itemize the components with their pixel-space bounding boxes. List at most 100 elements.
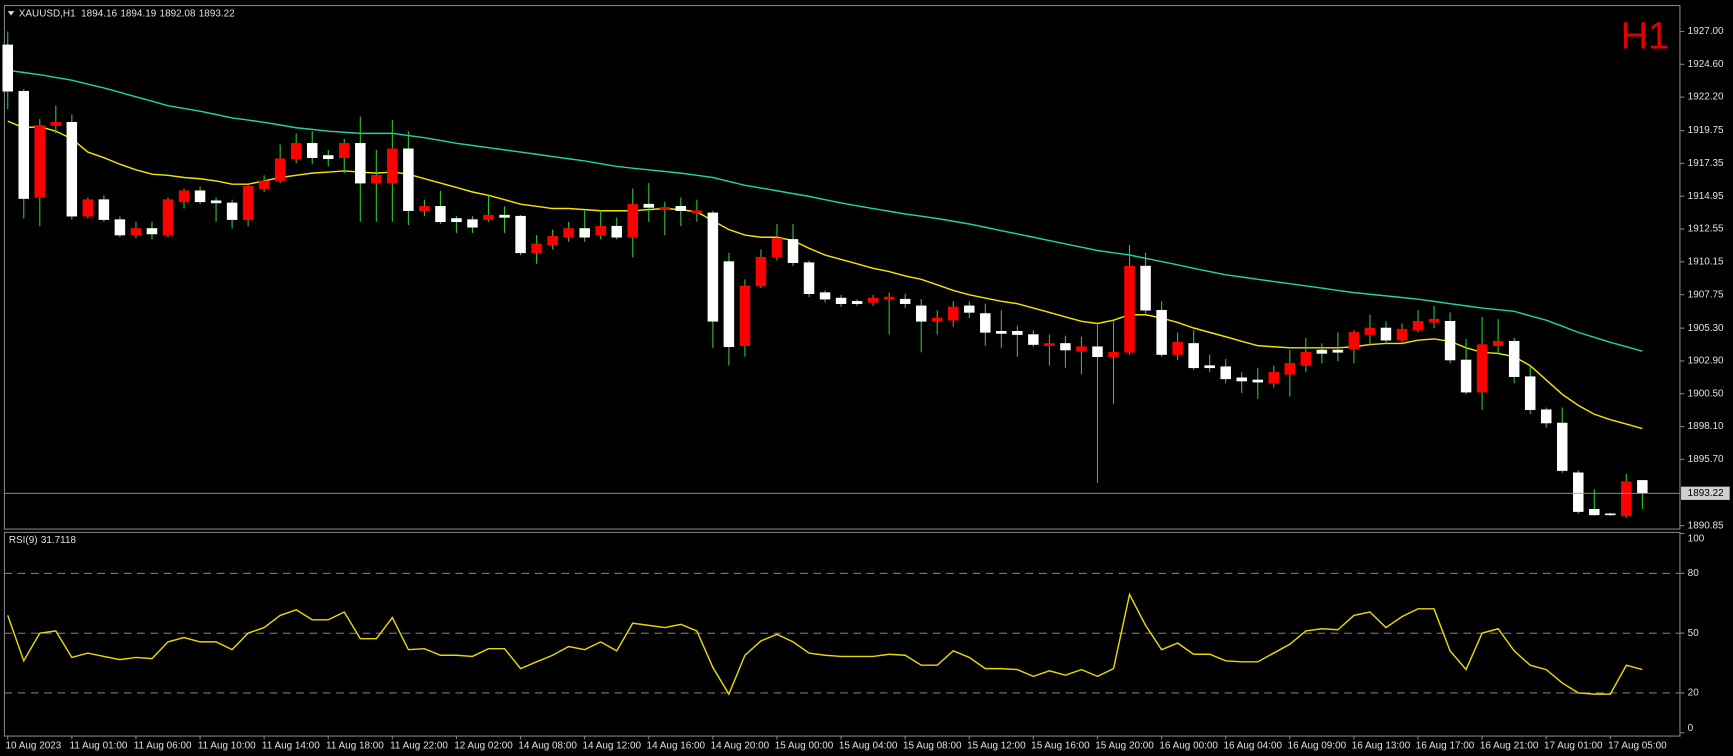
candle-body bbox=[274, 158, 286, 182]
candle-body bbox=[1637, 480, 1648, 494]
candle-body bbox=[419, 206, 430, 211]
candle-body bbox=[1412, 321, 1424, 331]
candle-body bbox=[1076, 346, 1087, 352]
x-tick-label: 16 Aug 17:00 bbox=[1416, 741, 1475, 752]
y-tick-label: 1914.95 bbox=[1688, 191, 1724, 202]
candle-body bbox=[467, 219, 478, 228]
candle-body bbox=[290, 143, 302, 160]
open-value: 1894.16 bbox=[81, 8, 117, 19]
candle-body bbox=[323, 155, 334, 160]
candle-body bbox=[835, 297, 847, 304]
candle-body bbox=[1060, 343, 1071, 351]
x-tick-label: 15 Aug 04:00 bbox=[839, 741, 898, 752]
candle-body bbox=[707, 212, 719, 322]
candle-body bbox=[771, 238, 783, 258]
x-tick-label: 17 Aug 05:00 bbox=[1608, 741, 1667, 752]
candle-body bbox=[515, 215, 526, 254]
rsi-panel bbox=[3, 531, 1681, 737]
candle-body bbox=[50, 121, 62, 126]
candle-body bbox=[643, 203, 655, 208]
candle-body bbox=[1156, 309, 1167, 355]
candle-body bbox=[2, 44, 13, 92]
y-tick-label: 1895.70 bbox=[1688, 454, 1724, 465]
candle-body bbox=[483, 214, 494, 220]
last-price-label: 1893.22 bbox=[1688, 488, 1724, 499]
candle-body bbox=[1252, 379, 1264, 383]
y-tick-label: 50 bbox=[1688, 628, 1700, 639]
candle-body bbox=[867, 297, 879, 303]
x-tick-label: 15 Aug 20:00 bbox=[1095, 741, 1154, 752]
x-tick-label: 14 Aug 20:00 bbox=[711, 741, 770, 752]
x-tick-label: 16 Aug 21:00 bbox=[1480, 741, 1539, 752]
x-tick-label: 11 Aug 10:00 bbox=[198, 741, 256, 752]
candle-body bbox=[387, 148, 398, 184]
candle-body bbox=[948, 306, 959, 321]
high-value: 1894.19 bbox=[120, 8, 156, 19]
candle-body bbox=[1460, 359, 1472, 393]
y-tick-label: 80 bbox=[1688, 568, 1700, 579]
candle-body bbox=[371, 175, 382, 184]
x-tick-label: 11 Aug 06:00 bbox=[134, 741, 192, 752]
candle-body bbox=[1124, 265, 1135, 353]
candle-body bbox=[627, 203, 638, 238]
candle-body bbox=[691, 210, 703, 214]
candle-body bbox=[883, 296, 895, 300]
candle-body bbox=[1476, 344, 1488, 393]
candle-body bbox=[1492, 340, 1504, 346]
candle-body bbox=[162, 199, 174, 236]
candle-body bbox=[1188, 343, 1199, 369]
candle-body bbox=[242, 186, 254, 220]
candle-body bbox=[595, 225, 606, 236]
candle-body bbox=[18, 90, 30, 199]
candle-body bbox=[1428, 318, 1440, 323]
candle-body bbox=[1573, 472, 1584, 512]
candle-body bbox=[210, 200, 222, 204]
candle-body bbox=[1108, 352, 1119, 357]
candle-body bbox=[851, 301, 863, 304]
candle-body bbox=[1332, 349, 1344, 353]
x-tick-label: 11 Aug 01:00 bbox=[70, 741, 128, 752]
last-price-box bbox=[1681, 486, 1730, 500]
x-tick-label: 11 Aug 18:00 bbox=[326, 741, 384, 752]
candle-body bbox=[980, 313, 991, 333]
candle-body bbox=[82, 199, 94, 217]
candle-body bbox=[723, 261, 735, 348]
x-tick-label: 16 Aug 13:00 bbox=[1352, 741, 1411, 752]
y-tick-label: 1907.75 bbox=[1688, 289, 1724, 300]
candle-body bbox=[1300, 352, 1312, 366]
candle-body bbox=[1621, 481, 1632, 517]
candle-body bbox=[1364, 327, 1376, 335]
x-tick-label: 17 Aug 01:00 bbox=[1544, 741, 1603, 752]
candle-body bbox=[403, 148, 414, 211]
y-tick-label: 1898.10 bbox=[1688, 421, 1724, 432]
candle-body bbox=[1140, 265, 1151, 311]
candle-body bbox=[1220, 366, 1231, 380]
candle-body bbox=[1204, 365, 1215, 369]
candle-body bbox=[355, 143, 366, 184]
candle-body bbox=[451, 218, 462, 223]
candle-body bbox=[306, 143, 318, 158]
y-tick-label: 0 bbox=[1688, 723, 1694, 734]
y-tick-label: 20 bbox=[1688, 688, 1700, 699]
x-tick-label: 11 Aug 22:00 bbox=[390, 741, 448, 752]
x-tick-label: 14 Aug 12:00 bbox=[582, 741, 641, 752]
rsi-header: RSI(9) 31.7118 bbox=[9, 535, 77, 546]
y-tick-label: 1890.85 bbox=[1688, 520, 1724, 531]
x-tick-label: 15 Aug 08:00 bbox=[903, 741, 962, 752]
y-tick-label: 1912.55 bbox=[1688, 224, 1724, 235]
candle-body bbox=[1348, 332, 1360, 350]
candle-body bbox=[258, 180, 270, 189]
candle-body bbox=[739, 285, 751, 346]
candle-body bbox=[1444, 321, 1456, 361]
candle-body bbox=[1012, 331, 1023, 335]
moving-average bbox=[7, 69, 1643, 352]
candle-body bbox=[1092, 346, 1103, 357]
candle-body bbox=[499, 214, 510, 218]
candle-body bbox=[659, 207, 671, 210]
candle-body bbox=[1284, 362, 1296, 375]
candle-body bbox=[915, 305, 927, 322]
candle-body bbox=[1172, 342, 1183, 355]
menu-triangle[interactable] bbox=[7, 11, 15, 16]
